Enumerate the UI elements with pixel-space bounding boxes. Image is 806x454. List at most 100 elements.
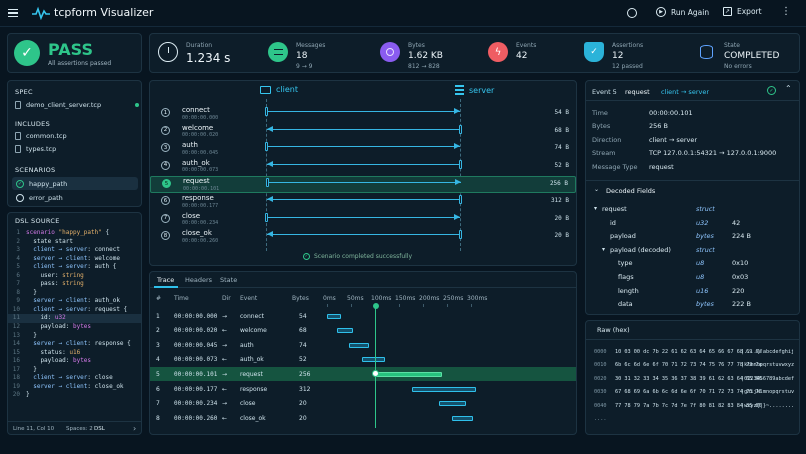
pulse-logo-icon — [32, 6, 50, 20]
event-route: client → server — [661, 88, 710, 96]
row-event: connect — [240, 312, 264, 320]
trace-row[interactable]: 3 00:00:00.045 → auth 74 — [150, 338, 576, 352]
trace-row[interactable]: 7 00:00:00.234 → close 20 — [150, 397, 576, 411]
include-file[interactable]: common.tcp — [15, 129, 67, 142]
menu-icon[interactable] — [8, 9, 18, 17]
line-number: 14 — [12, 340, 20, 348]
timeline-bar[interactable] — [327, 313, 342, 319]
trace-row[interactable]: 5 00:00:00.101 → request 256 — [150, 367, 576, 382]
time-cursor[interactable] — [372, 303, 380, 428]
hex-row: 0010 6b 6c 6d 6e 6f 70 71 72 73 74 75 76 … — [594, 359, 799, 373]
message-arrow — [266, 178, 461, 188]
decoded-field[interactable]: payload bytes 224 B — [586, 232, 799, 245]
trace-row[interactable]: 6 00:00:00.177 ← response 312 — [150, 382, 576, 396]
code-line: 17 } — [8, 366, 141, 375]
sequence-message[interactable]: 4 auth_ok 00:00:00.073 52 B — [150, 159, 576, 176]
hex-bytes: 10 03 00 dc 7b 22 61 62 63 64 65 66 67 6… — [615, 348, 762, 355]
timeline-bar[interactable] — [439, 401, 467, 407]
sequence-message[interactable]: 2 welcome 00:00:00.020 68 B — [150, 124, 576, 141]
code-token: string — [62, 271, 84, 279]
row-number: 3 — [156, 341, 160, 349]
expand-arrow-icon[interactable]: ▾ — [594, 205, 598, 212]
row-direction: → — [222, 312, 228, 320]
decoded-field[interactable]: id u32 42 — [586, 219, 799, 232]
code-token: server → client — [26, 254, 88, 262]
message-number: 1 — [161, 108, 170, 117]
sequence-message[interactable]: 1 connect 00:00:00.000 54 B — [150, 106, 576, 123]
file-icon — [15, 131, 21, 140]
timeline-bar[interactable] — [336, 328, 354, 334]
more-options-icon[interactable]: ⋮ — [781, 6, 791, 17]
timeline-bar[interactable] — [348, 342, 370, 348]
includes-heading: INCLUDES — [15, 120, 51, 128]
theme-toggle-icon[interactable] — [627, 8, 637, 18]
tab-trace[interactable]: Trace — [157, 276, 175, 284]
field-label: Time — [592, 108, 608, 117]
timeline-tick-mark — [327, 304, 328, 307]
chevron-up-icon[interactable]: ⌃ — [785, 84, 792, 93]
event-field: Message Type request — [592, 160, 797, 174]
code-token: "happy_path" — [58, 229, 102, 236]
message-arrow — [267, 195, 462, 204]
activation-marker — [459, 230, 462, 240]
row-bytes: 20 — [299, 400, 307, 408]
sequence-message[interactable]: 5 request 00:00:00.101 256 B — [150, 176, 576, 194]
decoded-field[interactable]: data bytes 222 B — [586, 300, 799, 313]
row-direction: ← — [222, 356, 228, 364]
metric-duration: Duration 1.234 s — [158, 42, 230, 65]
line-number: 19 — [12, 382, 20, 390]
trace-row[interactable]: 2 00:00:00.020 ← welcome 68 — [150, 324, 576, 338]
line-number: 4 — [16, 254, 20, 262]
tab-state[interactable]: State — [220, 276, 238, 284]
scenario-happy-path[interactable]: ✓ happy_path — [12, 177, 138, 190]
code-token: u16 — [69, 348, 81, 356]
chevron-down-icon[interactable]: ⌄ — [594, 186, 600, 193]
message-name: auth_ok — [182, 158, 210, 167]
code-token: : auth { — [87, 263, 117, 271]
sequence-message[interactable]: 6 response 00:00:00.177 312 B — [150, 194, 576, 211]
decoded-field[interactable]: length u16 220 — [586, 286, 799, 300]
activation-marker — [459, 159, 462, 169]
timeline-bar[interactable] — [375, 371, 443, 377]
decoded-name: length — [618, 286, 639, 295]
code-token: server → client — [26, 297, 88, 305]
code-token: client → server — [26, 246, 88, 254]
trace-row[interactable]: 8 00:00:00.260 ← close_ok 20 — [150, 411, 576, 425]
message-name: connect — [182, 106, 210, 114]
expand-arrow-icon[interactable]: ▾ — [602, 245, 606, 253]
export-button[interactable]: ↗ Export — [723, 7, 762, 16]
message-name: close — [182, 211, 201, 220]
trace-row[interactable]: 1 00:00:00.000 → connect 54 — [150, 309, 576, 323]
message-size: 52 B — [554, 161, 569, 169]
decoded-field[interactable]: flags u8 0x03 — [586, 273, 799, 286]
server-lifeline — [460, 99, 461, 251]
timeline-bar[interactable] — [362, 357, 385, 363]
tab-headers[interactable]: Headers — [185, 276, 213, 284]
decoded-field[interactable]: ▾ payload (decoded) struct — [586, 245, 799, 259]
timeline-bar[interactable] — [451, 415, 474, 421]
indent-setting[interactable]: Spaces: 2 — [66, 426, 93, 432]
code-line: 13 } — [8, 332, 141, 341]
decoded-field[interactable]: ▾ request struct — [586, 205, 799, 218]
language-mode[interactable]: DSL — [94, 426, 105, 432]
code-editor[interactable]: 1 scenario "happy_path" {2 state start 3 c… — [8, 229, 141, 400]
spec-file[interactable]: demo_client_server.tcp — [15, 98, 139, 111]
hex-offset: .... — [594, 416, 607, 423]
line-number: 7 — [16, 280, 20, 288]
sequence-message[interactable]: 8 close_ok 00:00:00.260 20 B — [150, 229, 576, 246]
trace-row[interactable]: 4 00:00:00.073 ← auth_ok 52 — [150, 353, 576, 367]
sequence-message[interactable]: 7 close 00:00:00.234 20 B — [150, 212, 576, 229]
activation-marker — [459, 195, 462, 204]
row-time: 00:00:00.260 — [174, 414, 218, 422]
decoded-field[interactable]: type u8 0x10 — [586, 259, 799, 272]
code-token: status: — [26, 348, 70, 356]
line-number: 6 — [16, 271, 20, 279]
run-again-button[interactable]: ▶ Run Again — [656, 7, 709, 17]
scenario-error-path[interactable]: error_path — [16, 191, 63, 204]
chevron-right-icon[interactable]: › — [133, 424, 137, 433]
code-line: 18 client → server: close — [8, 374, 141, 383]
include-file[interactable]: types.tcp — [15, 142, 56, 155]
timeline-bar[interactable] — [411, 386, 476, 392]
sequence-message[interactable]: 3 auth 00:00:00.045 74 B — [150, 141, 576, 158]
timeline-tick-label: 150ms — [395, 295, 416, 302]
